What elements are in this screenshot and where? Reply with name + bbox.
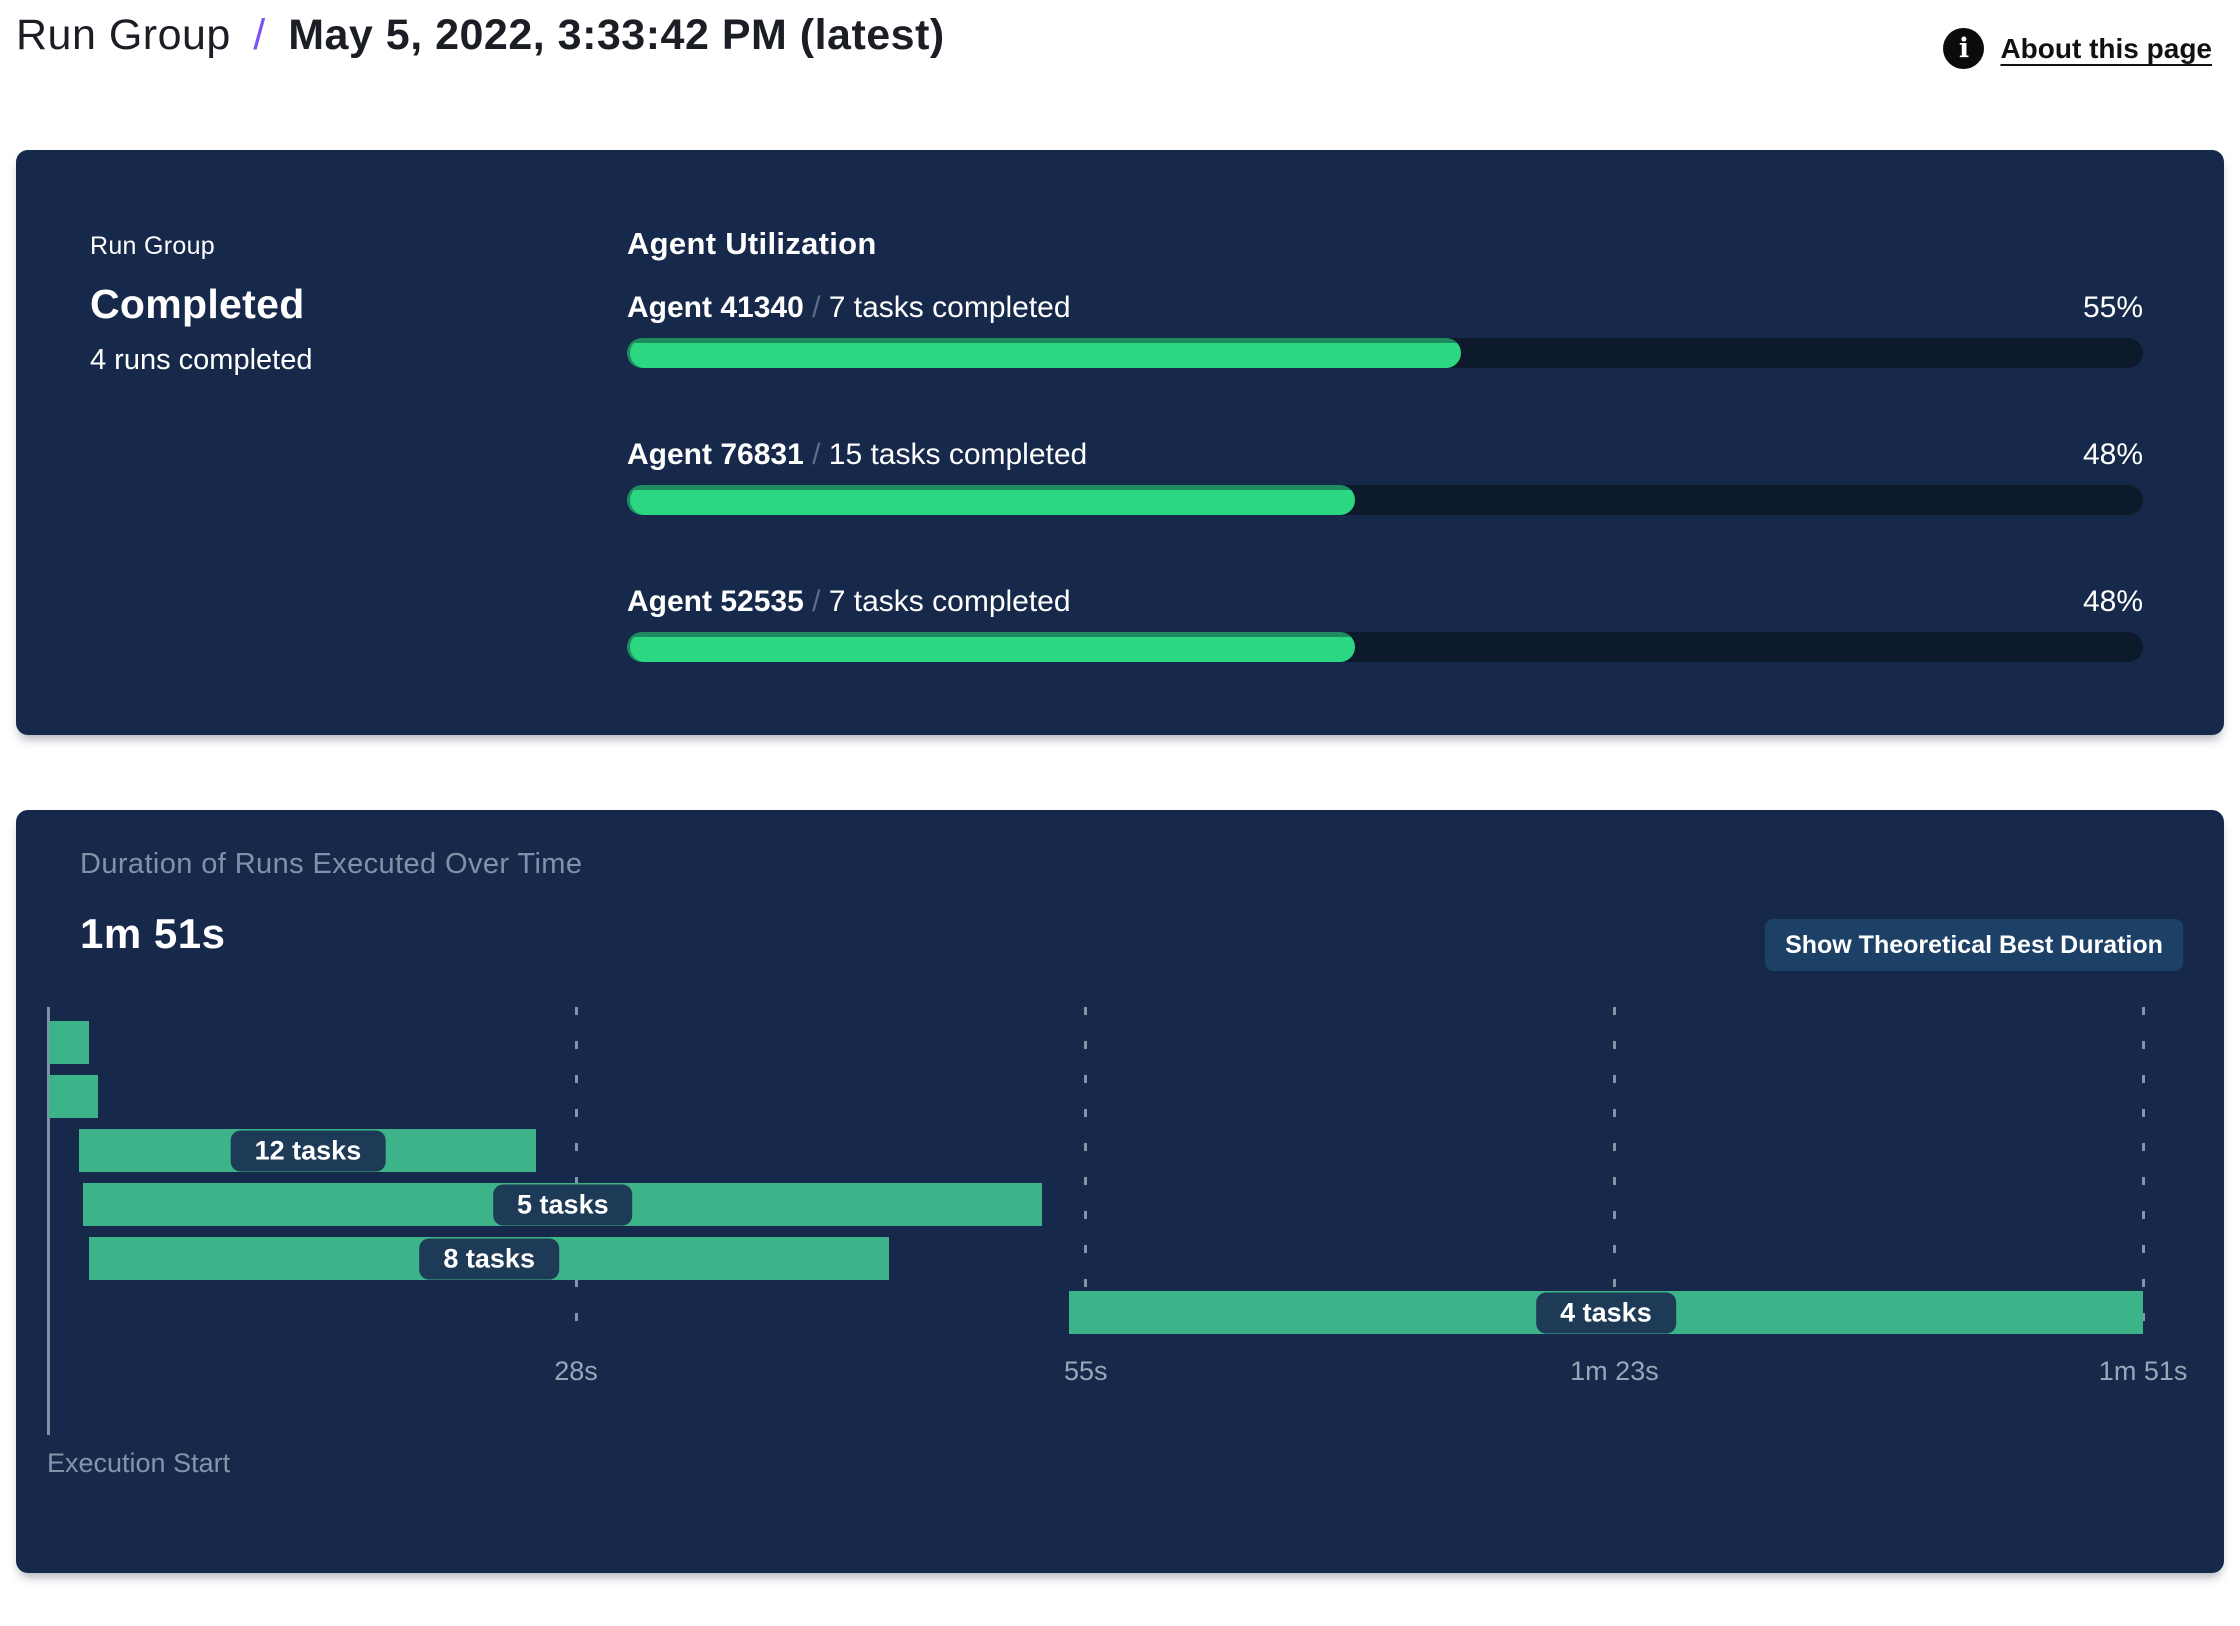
utilization-bar-fill bbox=[627, 485, 1355, 515]
gantt-chart: Execution Start 28s 55s 1m 23s 1m 51s 12 tas… bbox=[16, 810, 2224, 1573]
about-this-page-label[interactable]: About this page bbox=[2000, 32, 2212, 64]
utilization-bar-fill bbox=[627, 338, 1461, 368]
agent-tasks-completed: 15 tasks completed bbox=[828, 438, 1088, 471]
run-duration-bar bbox=[49, 1021, 89, 1064]
execution-start-axis-line bbox=[47, 1007, 50, 1435]
time-tick-label: 1m 23s bbox=[1570, 1356, 1659, 1386]
agent-utilization-percent: 48% bbox=[2082, 438, 2143, 471]
agent-name: Agent 41340 bbox=[627, 291, 804, 324]
run-duration-bar: 12 tasks bbox=[79, 1129, 537, 1172]
page-title: May 5, 2022, 3:33:42 PM (latest) bbox=[288, 11, 945, 59]
utilization-bar-fill bbox=[627, 632, 1355, 662]
duration-panel: Duration of Runs Executed Over Time 1m 5… bbox=[16, 810, 2224, 1573]
agent-utilization-row: Agent 76831 / 15 tasks completed 48% bbox=[627, 437, 2143, 515]
info-icon[interactable]: i bbox=[1943, 28, 1985, 69]
task-count-badge: 4 tasks bbox=[1536, 1292, 1676, 1333]
about-this-page-link[interactable]: i About this page bbox=[1943, 28, 2212, 69]
agent-utilization-row: Agent 41340 / 7 tasks completed 55% bbox=[627, 290, 2143, 368]
agent-label-line: Agent 76831 / 15 tasks completed 48% bbox=[627, 437, 2143, 473]
run-group-status-block: Run Group Completed 4 runs completed bbox=[90, 232, 312, 377]
agent-name: Agent 76831 bbox=[627, 438, 804, 471]
run-group-eyebrow: Run Group bbox=[90, 232, 215, 260]
agent-utilization-percent: 55% bbox=[2082, 291, 2143, 324]
agent-label-line: Agent 41340 / 7 tasks completed 55% bbox=[627, 290, 2143, 326]
x-axis-label: Execution Start bbox=[47, 1448, 231, 1478]
run-duration-bar bbox=[49, 1075, 99, 1118]
breadcrumb: Run Group / May 5, 2022, 3:33:42 PM (lat… bbox=[16, 6, 2224, 64]
time-tick-label: 28s bbox=[554, 1356, 598, 1386]
run-group-status: Completed bbox=[90, 281, 305, 327]
task-count-badge: 5 tasks bbox=[493, 1184, 633, 1225]
time-gridline bbox=[1612, 1007, 1616, 1345]
total-duration-value: 1m 51s bbox=[80, 910, 226, 957]
agent-utilization-title: Agent Utilization bbox=[627, 226, 877, 261]
show-theoretical-best-duration-button[interactable]: Show Theoretical Best Duration bbox=[1765, 919, 2183, 971]
page-header: Run Group / May 5, 2022, 3:33:42 PM (lat… bbox=[16, 6, 2224, 96]
task-count-badge: 12 tasks bbox=[230, 1130, 386, 1171]
runs-completed-count: 4 runs completed bbox=[90, 344, 313, 376]
run-duration-bar: 4 tasks bbox=[1068, 1291, 2144, 1334]
agent-utilization-percent: 48% bbox=[2082, 585, 2143, 618]
utilization-bar-track bbox=[627, 338, 2143, 368]
agent-separator: / bbox=[803, 438, 829, 471]
run-duration-bar: 5 tasks bbox=[83, 1183, 1043, 1226]
agent-tasks-completed: 7 tasks completed bbox=[828, 291, 1071, 324]
time-tick-label: 55s bbox=[1064, 1356, 1108, 1386]
time-gridline bbox=[1084, 1007, 1088, 1345]
agent-rows: Agent 41340 / 7 tasks completed 55% Agent … bbox=[627, 290, 2143, 662]
utilization-bar-track bbox=[627, 632, 2143, 662]
agent-label-line: Agent 52535 / 7 tasks completed 48% bbox=[627, 584, 2143, 620]
agent-separator: / bbox=[803, 291, 829, 324]
time-tick-label: 1m 51s bbox=[2098, 1356, 2188, 1386]
time-gridline bbox=[574, 1007, 578, 1345]
breadcrumb-separator: / bbox=[253, 11, 266, 59]
agent-name: Agent 52535 bbox=[627, 585, 804, 618]
agent-separator: / bbox=[803, 585, 829, 618]
utilization-bar-track bbox=[627, 485, 2143, 515]
agent-tasks-completed: 7 tasks completed bbox=[828, 585, 1071, 618]
time-gridline bbox=[2141, 1007, 2145, 1345]
agent-utilization-row: Agent 52535 / 7 tasks completed 48% bbox=[627, 584, 2143, 662]
run-group-summary-panel: Run Group Completed 4 runs completed Age… bbox=[16, 150, 2224, 735]
run-duration-bar: 8 tasks bbox=[88, 1237, 890, 1280]
breadcrumb-run-group: Run Group bbox=[16, 11, 231, 59]
duration-chart-title: Duration of Runs Executed Over Time bbox=[80, 848, 583, 880]
agent-utilization-section: Agent Utilization Agent 41340 / 7 tasks … bbox=[627, 226, 2143, 731]
task-count-badge: 8 tasks bbox=[419, 1238, 559, 1279]
